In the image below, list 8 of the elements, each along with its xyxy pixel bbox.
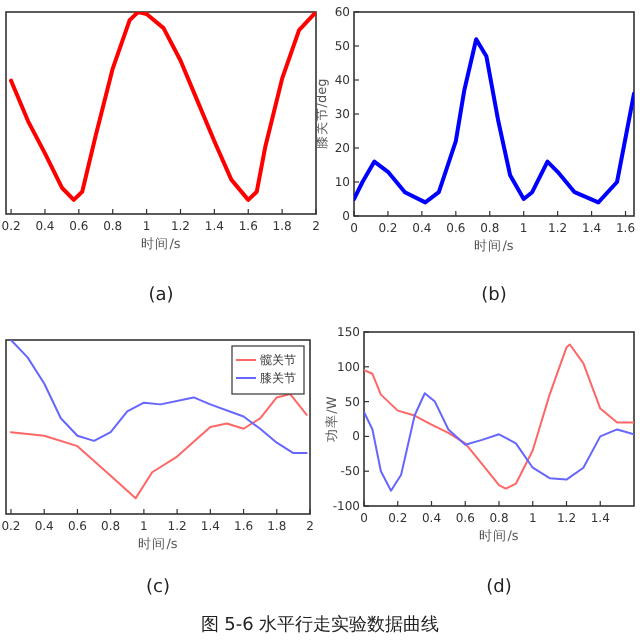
text: (d): [486, 578, 512, 598]
text: (b): [481, 286, 507, 306]
line-series: [354, 37, 634, 205]
line-series: [364, 343, 634, 490]
text: 图 5-6 水平行走实验数据曲线: [200, 614, 440, 636]
text: (c): [146, 578, 170, 598]
line-series: [364, 392, 634, 492]
text: (a): [148, 286, 174, 306]
